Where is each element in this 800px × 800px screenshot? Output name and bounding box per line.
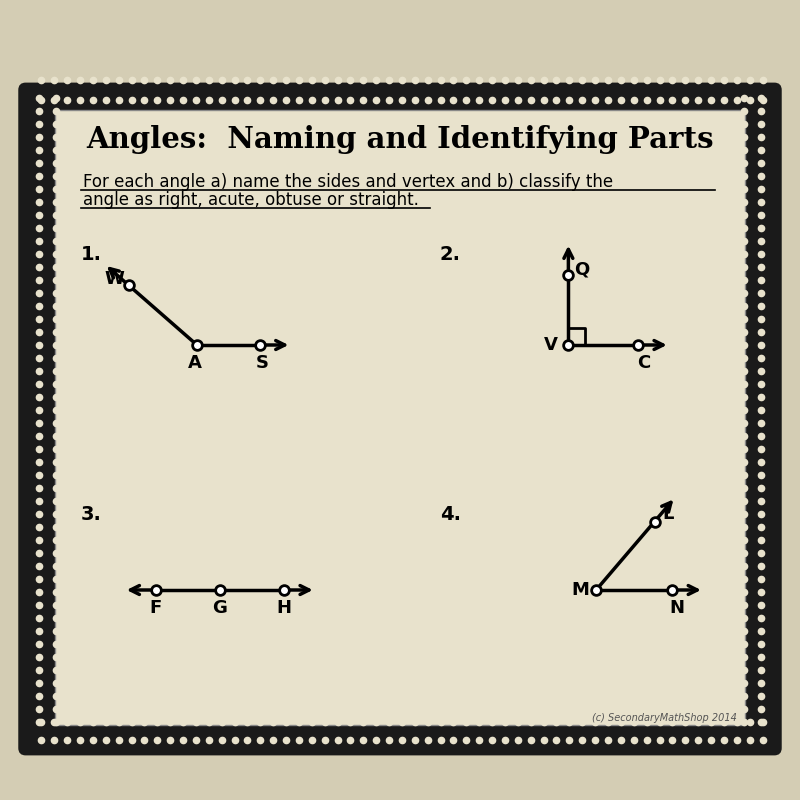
Text: 4.: 4. [440,506,461,525]
Text: G: G [212,599,227,617]
Text: angle as right, acute, obtuse or straight.: angle as right, acute, obtuse or straigh… [83,191,419,209]
Text: A: A [188,354,202,372]
Text: V: V [544,336,558,354]
FancyBboxPatch shape [55,110,745,725]
Text: For each angle a) name the sides and vertex and b) classify the: For each angle a) name the sides and ver… [83,173,613,191]
Text: F: F [150,599,162,617]
Text: L: L [662,505,674,522]
Text: M: M [571,581,590,599]
Text: Q: Q [574,261,590,278]
Text: S: S [256,354,269,372]
Text: (c) SecondaryMathShop 2014: (c) SecondaryMathShop 2014 [592,713,737,723]
Text: 2.: 2. [440,246,461,265]
Text: H: H [277,599,291,617]
Text: W: W [105,270,125,288]
Text: N: N [670,599,685,617]
Text: 1.: 1. [81,246,102,265]
Text: 3.: 3. [81,506,102,525]
Text: Angles:  Naming and Identifying Parts: Angles: Naming and Identifying Parts [86,126,714,154]
Text: C: C [638,354,650,372]
FancyBboxPatch shape [20,84,780,754]
